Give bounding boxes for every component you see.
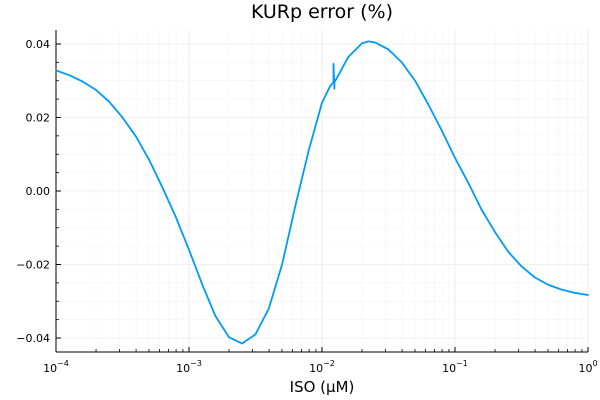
series-group	[55, 40, 589, 345]
x-axis-title: ISO (μM)	[290, 378, 355, 396]
x-tick-label: 10−2	[309, 359, 335, 375]
chart-title: KURp error (%)	[251, 1, 393, 23]
y-tick-label: 0.00	[26, 185, 51, 198]
y-tick-label: −0.04	[16, 332, 50, 345]
y-tick-label: 0.04	[26, 38, 51, 51]
grid-lines	[55, 30, 589, 352]
x-tick-label: 10−1	[442, 359, 468, 375]
x-tick-label: 10−4	[43, 359, 69, 375]
x-tick-label: 10−3	[176, 359, 202, 375]
ticks: 10−4 10−3 10−2 10−1 100 0.04 0.02 0.00 −0.02 −0.0…	[16, 38, 597, 375]
series-line	[55, 40, 589, 345]
y-tick-label: −0.02	[16, 259, 50, 272]
x-tick-label: 100	[578, 359, 597, 375]
y-tick-label: 0.02	[26, 111, 51, 124]
